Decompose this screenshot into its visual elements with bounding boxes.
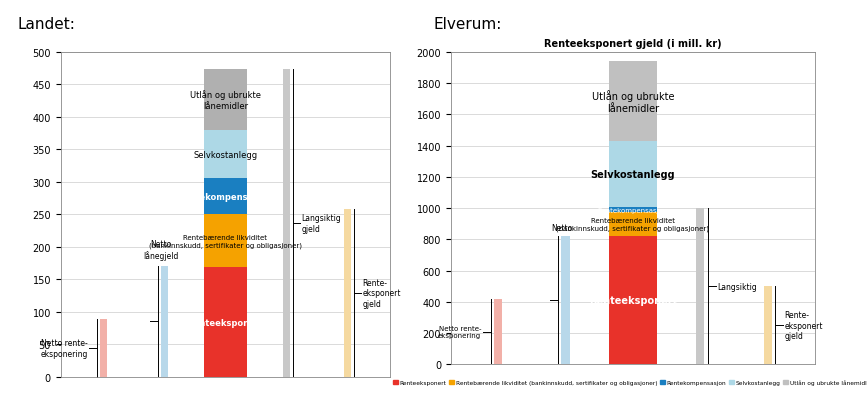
Bar <box>204 70 247 130</box>
Legend: Renteeksponert, Rentebærende likviditet (bankinnskudd, sertifikater og obligasjo: Renteeksponert, Rentebærende likviditet … <box>391 377 867 387</box>
Text: Rentebærende likviditet
(bankinnskudd, sertifikater og obligasjoner): Rentebærende likviditet (bankinnskudd, s… <box>149 234 302 248</box>
Bar <box>696 209 704 364</box>
Text: Rentebærende likviditet
(bankinnskudd, sertifikater og obligasjoner): Rentebærende likviditet (bankinnskudd, s… <box>557 218 709 231</box>
Text: Rentekompensasjon: Rentekompensasjon <box>597 207 668 213</box>
Text: Netto rente-
eksponering: Netto rente- eksponering <box>41 339 88 358</box>
Text: Rente-
eksponert
gjeld: Rente- eksponert gjeld <box>785 311 823 340</box>
Text: Langsiktig: Langsiktig <box>717 282 757 291</box>
Bar <box>494 299 502 364</box>
Bar <box>204 268 247 377</box>
Bar <box>610 62 656 141</box>
Text: Utlån og ubrukte
lånemidler: Utlån og ubrukte lånemidler <box>190 90 261 111</box>
Text: Landet:: Landet: <box>17 17 75 32</box>
Bar <box>160 266 168 377</box>
Text: Elverum:: Elverum: <box>434 17 502 32</box>
Bar <box>204 215 247 268</box>
Bar <box>764 287 772 364</box>
Text: Utlån og ubrukte
lånemidler: Utlån og ubrukte lånemidler <box>591 90 675 113</box>
Text: Netto rente-
eksponering: Netto rente- eksponering <box>438 325 481 338</box>
Text: Langsiktig
gjeld: Langsiktig gjeld <box>302 214 342 233</box>
Text: Selvkostanlegg: Selvkostanlegg <box>590 170 675 180</box>
Bar <box>100 320 107 377</box>
Text: Netto: Netto <box>551 223 573 232</box>
Text: Renteeksponert: Renteeksponert <box>589 296 677 305</box>
Text: Rentekompensasjon: Rentekompensasjon <box>178 192 273 201</box>
Text: Renteeksponert: Renteeksponert <box>187 318 264 327</box>
Bar <box>610 237 656 364</box>
Bar <box>610 208 656 213</box>
Title: Renteeksponert gjeld (i mill. kr): Renteeksponert gjeld (i mill. kr) <box>544 39 721 49</box>
Bar <box>204 179 247 215</box>
Bar <box>283 70 290 377</box>
Bar <box>562 237 570 364</box>
Bar <box>344 209 351 377</box>
Bar <box>610 213 656 237</box>
Bar <box>610 141 656 208</box>
Text: Netto
lånegjeld: Netto lånegjeld <box>144 240 179 260</box>
Bar <box>204 130 247 179</box>
Text: Rente-
eksponert
gjeld: Rente- eksponert gjeld <box>362 278 401 308</box>
Text: Selvkostanlegg: Selvkostanlegg <box>193 150 257 159</box>
